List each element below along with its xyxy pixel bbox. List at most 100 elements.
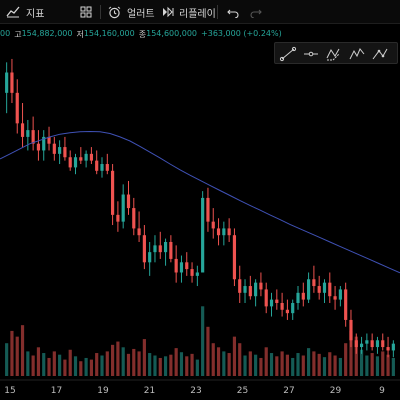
volume-bar — [344, 343, 348, 376]
candle-body — [132, 208, 136, 229]
candle-body — [142, 235, 146, 263]
volume-bar — [216, 347, 221, 376]
x-tick-label: 29 — [330, 386, 342, 396]
trend-line-icon — [279, 46, 297, 62]
candle-body — [211, 221, 215, 229]
candle-body — [5, 72, 9, 93]
candle-body — [31, 130, 35, 144]
volume-bar — [322, 357, 327, 376]
volume-bar — [338, 357, 342, 376]
replay-button[interactable]: 리플레이 — [162, 0, 216, 24]
volume-bar — [370, 353, 374, 376]
x-tick-label: 23 — [190, 386, 201, 396]
trend-line-tool[interactable] — [279, 45, 297, 63]
volume-bar — [291, 357, 295, 376]
candle-body — [370, 340, 374, 348]
layout-grid-button[interactable] — [80, 0, 92, 24]
x-tick-label: 25 — [237, 386, 248, 396]
volume-bar — [365, 355, 369, 376]
replay-icon — [163, 6, 174, 18]
x-tick-label: 17 — [51, 386, 62, 396]
volume-bar — [381, 351, 385, 376]
replay-label: 리플레이 — [179, 8, 216, 20]
candle-body — [291, 302, 295, 314]
volume-bar — [158, 357, 162, 376]
candle-body — [100, 164, 104, 171]
indicators-icon — [6, 6, 20, 18]
low-label: 저 — [76, 30, 84, 39]
candle-body — [317, 286, 321, 293]
candle-body — [232, 235, 237, 280]
candle-body — [222, 228, 226, 236]
volume-bar — [333, 355, 337, 376]
high-label: 고 — [14, 30, 22, 39]
candle-body — [52, 143, 56, 154]
redo-button[interactable] — [250, 0, 262, 24]
volume-bar — [153, 355, 157, 376]
candle-body — [375, 340, 380, 348]
wave-icon — [349, 48, 365, 60]
alerts-button[interactable]: 얼러트 — [108, 0, 155, 24]
alarm-clock-icon — [108, 6, 121, 18]
grid-icon — [80, 6, 92, 18]
candle-body — [301, 292, 305, 300]
x-tick-label: 27 — [283, 386, 294, 396]
volume-bar — [63, 359, 67, 376]
pattern-tool[interactable] — [325, 45, 343, 63]
candle-body — [259, 282, 263, 290]
candle-body — [254, 282, 258, 297]
candle-body — [89, 153, 93, 161]
undo-button[interactable] — [227, 0, 239, 24]
candle-body — [185, 262, 189, 270]
candle-layer — [5, 58, 395, 358]
volume-bar — [354, 336, 358, 376]
ohlc-legend: 00 고 154,882,000 저 154,160,000 종 154,600… — [0, 29, 286, 41]
candle-body — [354, 340, 358, 348]
volume-bar — [264, 347, 268, 376]
candle-body — [179, 262, 184, 273]
volume-bar — [42, 353, 46, 376]
volume-bar — [275, 356, 279, 376]
price-chart[interactable]: 15 17 19 21 23 25 27 29 9 — [0, 24, 400, 400]
abc-pattern-tool[interactable] — [371, 45, 389, 63]
open-value: 00 — [0, 29, 11, 38]
candle-body — [338, 289, 342, 300]
x-tick-label: 21 — [144, 386, 155, 396]
wave-tool[interactable] — [348, 45, 366, 63]
candle-body — [116, 214, 120, 222]
alerts-label: 얼러트 — [127, 8, 155, 20]
volume-bar — [121, 347, 125, 376]
toolbar-divider — [100, 5, 101, 19]
volume-bar — [317, 353, 321, 376]
candle-body — [79, 157, 83, 161]
candle-body — [47, 136, 51, 144]
candle-body — [275, 299, 279, 303]
candle-body — [153, 245, 157, 253]
low-value: 154,160,000 — [83, 29, 135, 38]
volume-bar — [243, 355, 247, 376]
candle-body — [190, 269, 194, 276]
volume-bar — [116, 341, 120, 376]
volume-bar — [301, 355, 305, 376]
close-label: 종 — [138, 30, 147, 39]
candle-body — [63, 147, 67, 158]
candle-body — [359, 343, 364, 348]
volume-bar — [52, 351, 56, 376]
volume-bar — [307, 348, 311, 376]
x-axis: 15 17 19 21 23 25 27 29 9 — [0, 379, 400, 396]
candle-body — [391, 343, 395, 351]
x-tick-label: 9 — [379, 386, 385, 396]
undo-icon — [227, 9, 239, 18]
indicators-button[interactable]: 지표 — [6, 0, 44, 24]
candle-body — [243, 286, 247, 293]
candle-body — [280, 302, 284, 310]
volume-bar — [386, 354, 390, 376]
candle-body — [73, 157, 78, 168]
candle-body — [137, 228, 141, 236]
candle-body — [333, 296, 337, 300]
volume-bar — [132, 348, 136, 376]
abc-pattern-icon — [372, 48, 388, 60]
horizontal-line-tool[interactable] — [302, 45, 320, 63]
volume-bar — [47, 357, 51, 376]
candle-body — [58, 147, 62, 154]
